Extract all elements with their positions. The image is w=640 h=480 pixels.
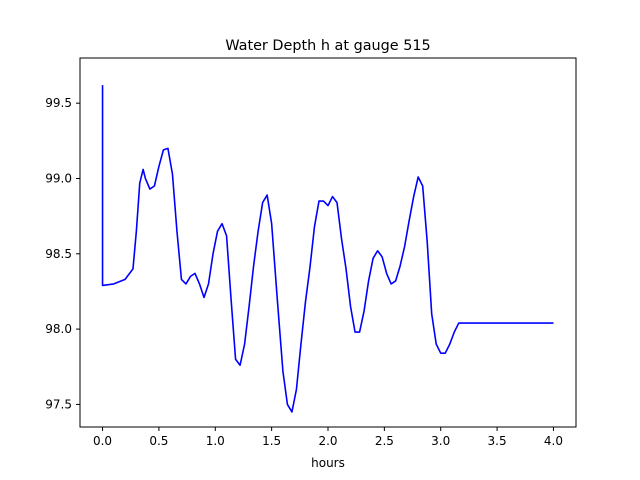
y-tick-label: 98.5	[45, 247, 72, 261]
x-tick-label: 0.0	[93, 434, 112, 448]
chart-title: Water Depth h at gauge 515	[225, 38, 430, 54]
y-tick-label: 98.0	[45, 322, 72, 336]
x-tick-label: 1.5	[262, 434, 281, 448]
x-axis-label: hours	[311, 456, 345, 470]
y-tick-label: 99.5	[45, 96, 72, 110]
series-line	[101, 85, 554, 413]
x-tick-label: 0.5	[149, 434, 168, 448]
x-tick-label: 4.0	[544, 434, 563, 448]
x-tick-label: 3.0	[431, 434, 450, 448]
x-tick-label: 1.0	[206, 434, 225, 448]
x-axis: 0.0 0.5 1.0 1.5 2.0 2.5 3.0 3.5 4.0	[93, 427, 563, 448]
x-tick-label: 2.5	[375, 434, 394, 448]
y-tick-label: 99.0	[45, 171, 72, 185]
x-tick-label: 3.5	[488, 434, 507, 448]
plot-area	[101, 85, 554, 413]
y-tick-label: 97.5	[45, 397, 72, 411]
x-tick-label: 2.0	[318, 434, 337, 448]
y-axis: 97.5 98.0 98.5 99.0 99.5	[45, 96, 80, 411]
